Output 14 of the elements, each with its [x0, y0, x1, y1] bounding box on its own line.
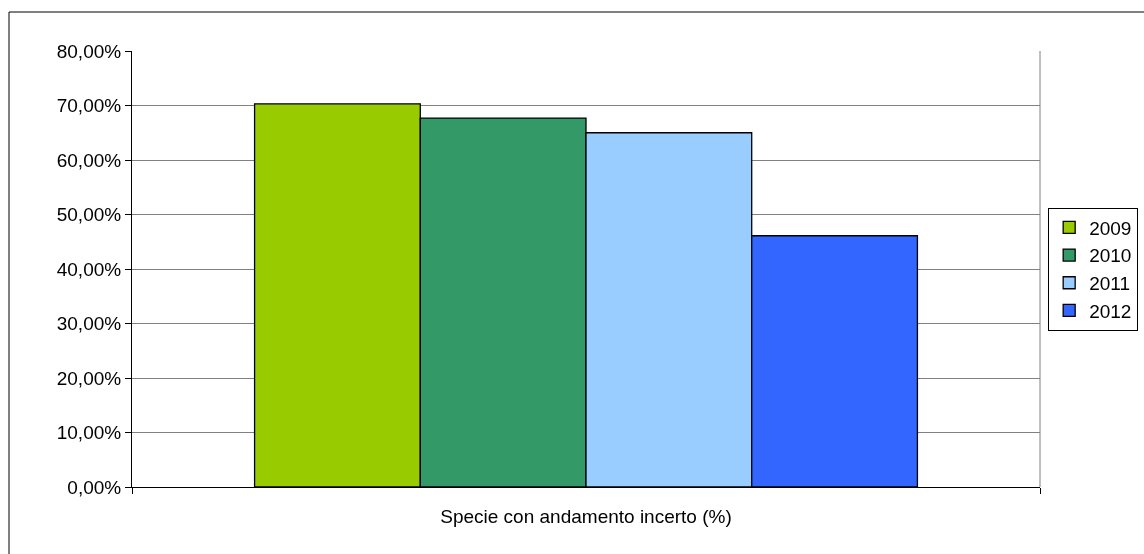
legend-label: 2009: [1089, 217, 1132, 239]
y-tick-label: 20,00%: [56, 367, 122, 389]
y-tick-label: 60,00%: [56, 149, 122, 171]
y-tick-label: 0,00%: [67, 476, 122, 498]
legend-label: 2011: [1089, 273, 1131, 295]
legend-label: 2010: [1089, 245, 1132, 267]
y-tick-label: 50,00%: [56, 204, 122, 226]
y-tick-label: 30,00%: [56, 313, 122, 335]
legend-label: 2012: [1089, 300, 1132, 322]
y-tick-label: 40,00%: [56, 258, 122, 280]
y-tick-label: 70,00%: [56, 95, 122, 117]
y-tick-label: 80,00%: [56, 40, 122, 62]
x-tick-label: Specie con andamento incerto (%): [440, 505, 732, 527]
y-tick-label: 10,00%: [56, 422, 122, 444]
